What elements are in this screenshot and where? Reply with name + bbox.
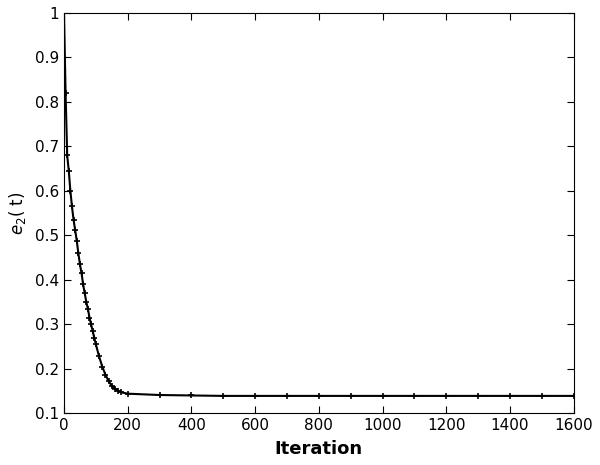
X-axis label: Iteration: Iteration	[275, 440, 363, 458]
Y-axis label: $e_2$( t): $e_2$( t)	[7, 191, 28, 235]
